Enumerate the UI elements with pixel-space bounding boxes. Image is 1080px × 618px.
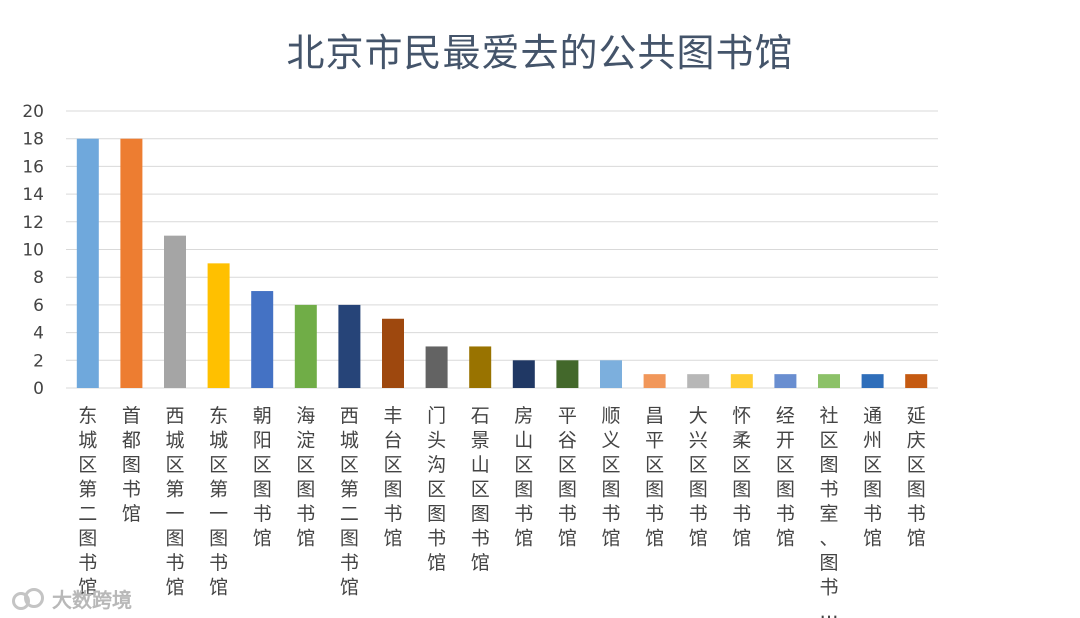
category-label: 丰台区图书馆 (383, 405, 402, 550)
bar (207, 263, 230, 388)
category-label: 西城区第一图书馆 (165, 405, 184, 599)
bar (556, 360, 579, 388)
bar (643, 374, 666, 388)
category-label: 门头沟区图书馆 (427, 405, 446, 574)
bar (774, 374, 797, 388)
category-label: 东城区第二图书馆 (78, 405, 97, 599)
category-label: 东城区第一图书馆 (209, 405, 228, 599)
y-tick-label: 4 (33, 324, 44, 344)
y-tick-label: 8 (33, 268, 44, 288)
bar (861, 374, 884, 388)
y-tick-label: 10 (22, 241, 44, 261)
category-label: 顺义区图书馆 (601, 405, 620, 550)
bar (512, 360, 535, 388)
bar (425, 346, 448, 388)
gridlines (66, 110, 938, 389)
category-label: 海淀区图书馆 (296, 405, 315, 550)
y-tick-label: 18 (22, 130, 44, 150)
y-tick-label: 12 (22, 213, 44, 233)
category-label: 首都图书馆 (122, 405, 141, 525)
category-label: 西城区第二图书馆 (340, 405, 359, 599)
bar (76, 138, 99, 388)
category-label: 石景山区图书馆 (471, 405, 490, 574)
category-label: 经开区图书馆 (776, 405, 795, 550)
y-tick-label: 20 (22, 102, 44, 122)
watermark-text: 大数跨境 (52, 588, 132, 612)
bars (76, 138, 928, 388)
category-label: 昌平区图书馆 (645, 405, 664, 550)
cloud-logo-icon (12, 587, 46, 610)
category-label: 怀柔区图书馆 (732, 405, 751, 550)
category-label: 朝阳区图书馆 (253, 405, 272, 550)
category-label: 平谷区图书馆 (558, 405, 577, 550)
y-tick-label: 6 (33, 296, 44, 316)
watermark: 大数跨境 (12, 584, 132, 613)
category-label: 大兴区图书馆 (689, 405, 708, 550)
bar (338, 304, 361, 388)
y-axis-ticks: 0 2 4 6 8 10 12 14 16 18 20 (22, 102, 44, 399)
bar (294, 304, 317, 388)
y-tick-label: 14 (22, 185, 44, 205)
chart-title: 北京市民最爱去的公共图书馆 (286, 31, 794, 75)
bar (818, 374, 840, 388)
category-label: 通州区图书馆 (863, 405, 882, 550)
y-tick-label: 0 (33, 379, 44, 399)
bar (905, 374, 928, 388)
bar (730, 374, 753, 388)
y-tick-label: 16 (22, 157, 44, 177)
category-label: 房山区图书馆 (514, 405, 533, 550)
category-label: 延庆区图书馆 (907, 405, 926, 550)
y-tick-label: 2 (33, 351, 44, 371)
bar (687, 374, 710, 388)
bar (120, 138, 143, 388)
bar (251, 291, 274, 388)
category-label: 社区图书室、图书… (819, 405, 838, 618)
category-labels: 东城区第二图书馆 首都图书馆 西城区第一图书馆 东城区第一图书馆 朝阳区图书馆 海淀区图书… (78, 405, 925, 618)
bar (164, 235, 186, 388)
bar (600, 360, 622, 388)
bar (382, 318, 404, 388)
bar (469, 346, 492, 388)
